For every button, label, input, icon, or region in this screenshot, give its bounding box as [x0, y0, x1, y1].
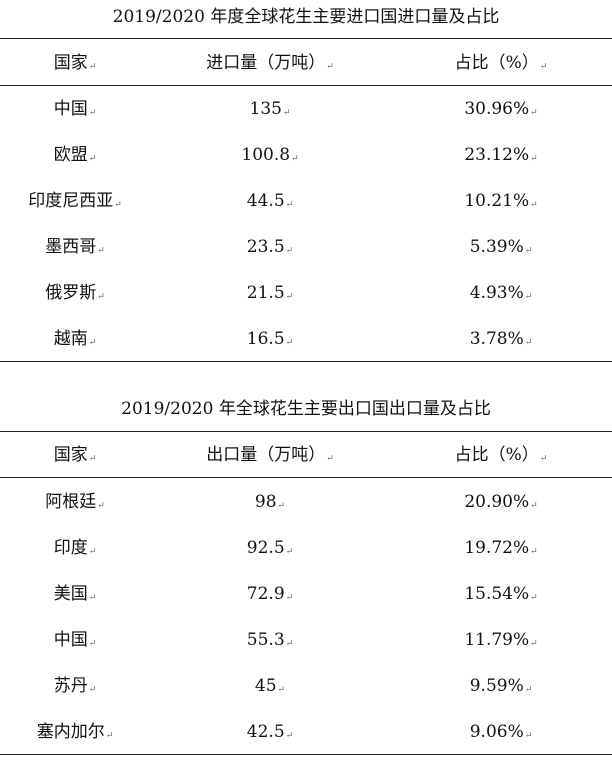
import-table-top-rule [0, 38, 612, 39]
export-table-top-rule [0, 431, 612, 432]
import-table-header-row: 国家↵ 进口量（万吨）↵ 占比（%）↵ [0, 40, 612, 86]
import-table-header-rule [0, 85, 612, 86]
country-cell: 墨西哥↵ [45, 237, 105, 257]
volume-cell: 135↵ [249, 99, 291, 119]
volume-cell: 72.9↵ [246, 584, 294, 604]
volume-cell: 92.5↵ [246, 538, 294, 558]
share-cell: 3.78%↵ [469, 329, 533, 349]
volume-cell: 100.8↵ [241, 145, 299, 165]
country-cell: 美国↵ [53, 584, 97, 604]
country-cell: 中国↵ [53, 99, 97, 119]
header-country: 国家↵ [53, 445, 97, 465]
header-share: 占比（%）↵ [454, 53, 548, 73]
header-export-volume: 出口量（万吨）↵ [206, 445, 334, 465]
volume-cell: 55.3↵ [246, 630, 294, 650]
import-table-bottom-rule [0, 361, 612, 362]
share-cell: 30.96%↵ [464, 99, 538, 119]
country-cell: 塞内加尔↵ [36, 722, 114, 742]
share-cell: 9.59%↵ [469, 676, 533, 696]
table-row: 越南↵ 16.5↵ 3.78%↵ [0, 316, 612, 362]
volume-cell: 16.5↵ [246, 329, 294, 349]
header-import-volume: 进口量（万吨）↵ [206, 53, 334, 73]
volume-cell: 44.5↵ [246, 191, 294, 211]
share-cell: 9.06%↵ [469, 722, 533, 742]
table-row: 中国↵ 55.3↵ 11.79%↵ [0, 617, 612, 663]
country-cell: 苏丹↵ [53, 676, 97, 696]
table-row: 美国↵ 72.9↵ 15.54%↵ [0, 571, 612, 617]
export-table-bottom-rule [0, 754, 612, 755]
volume-cell: 98↵ [254, 492, 286, 512]
country-cell: 中国↵ [53, 630, 97, 650]
share-cell: 4.93%↵ [469, 283, 533, 303]
table-row: 俄罗斯↵ 21.5↵ 4.93%↵ [0, 270, 612, 316]
header-share: 占比（%）↵ [454, 445, 548, 465]
table-row: 墨西哥↵ 23.5↵ 5.39%↵ [0, 224, 612, 270]
share-cell: 20.90%↵ [464, 492, 538, 512]
country-cell: 越南↵ [53, 329, 97, 349]
table-row: 欧盟↵ 100.8↵ 23.12%↵ [0, 132, 612, 178]
country-cell: 欧盟↵ [53, 145, 97, 165]
country-cell: 印度尼西亚↵ [28, 191, 122, 211]
country-cell: 阿根廷↵ [45, 492, 105, 512]
share-cell: 19.72%↵ [464, 538, 538, 558]
table-row: 塞内加尔↵ 42.5↵ 9.06%↵ [0, 709, 612, 755]
share-cell: 11.79%↵ [464, 630, 538, 650]
volume-cell: 21.5↵ [246, 283, 294, 303]
share-cell: 10.21%↵ [464, 191, 538, 211]
country-cell: 俄罗斯↵ [45, 283, 105, 303]
table-row: 印度↵ 92.5↵ 19.72%↵ [0, 525, 612, 571]
volume-cell: 45↵ [254, 676, 286, 696]
export-table-header-row: 国家↵ 出口量（万吨）↵ 占比（%）↵ [0, 432, 612, 478]
table-row: 中国↵ 135↵ 30.96%↵ [0, 86, 612, 132]
header-country: 国家↵ [53, 53, 97, 73]
share-cell: 23.12%↵ [464, 145, 538, 165]
share-cell: 5.39%↵ [469, 237, 533, 257]
share-cell: 15.54%↵ [464, 584, 538, 604]
export-table-header-rule [0, 477, 612, 478]
export-table-caption: 2019/2020 年全球花生主要出口国出口量及占比 [121, 399, 491, 419]
import-table-caption: 2019/2020 年度全球花生主要进口国进口量及占比 [112, 7, 500, 27]
table-row: 阿根廷↵ 98↵ 20.90%↵ [0, 479, 612, 525]
table-row: 苏丹↵ 45↵ 9.59%↵ [0, 663, 612, 709]
volume-cell: 23.5↵ [246, 237, 294, 257]
country-cell: 印度↵ [53, 538, 97, 558]
table-row: 印度尼西亚↵ 44.5↵ 10.21%↵ [0, 178, 612, 224]
volume-cell: 42.5↵ [246, 722, 294, 742]
